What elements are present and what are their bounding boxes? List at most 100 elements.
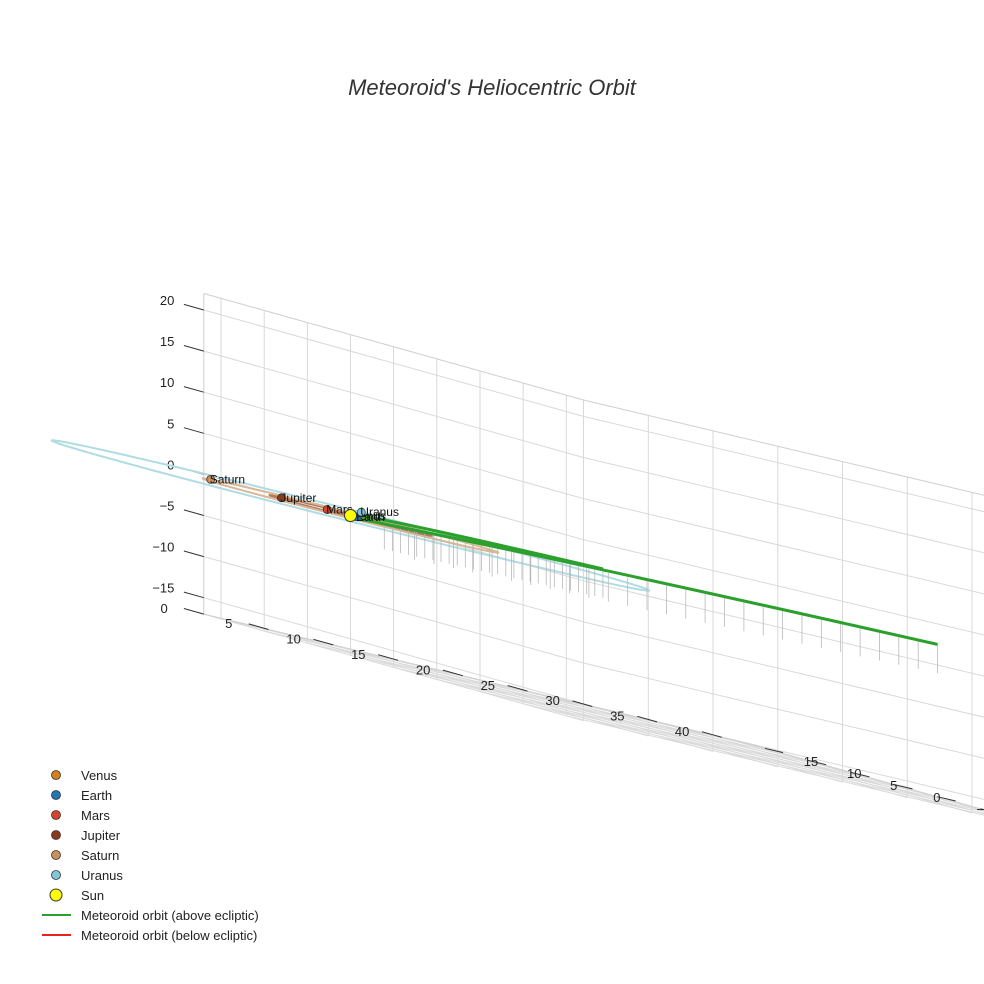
grid-line: [583, 662, 984, 759]
grid-line: [522, 703, 984, 814]
y-tick-mark: [851, 772, 870, 778]
x-tick-mark: [572, 700, 593, 707]
legend-sun-marker: [49, 888, 63, 902]
planet-label-saturn: Saturn: [210, 472, 245, 486]
legend-label: Saturn: [81, 848, 119, 863]
y-tick-mark: [764, 747, 784, 754]
grid-line: [436, 678, 981, 810]
y-tick-label: −5: [976, 802, 984, 817]
grid-line: [203, 432, 584, 541]
axes-grid: [203, 293, 984, 816]
grid-line: [583, 415, 984, 513]
orbit-saturn: [201, 477, 500, 554]
x-tick-mark: [183, 608, 204, 615]
legend-marker: [51, 770, 61, 780]
legend-label: Uranus: [81, 868, 123, 883]
z-tick-mark: [183, 303, 204, 311]
grid-line: [203, 309, 584, 417]
grid-line: [583, 580, 984, 677]
x-tick-mark: [378, 654, 399, 661]
x-tick-label: 0: [160, 601, 167, 616]
z-tick-mark: [183, 591, 204, 599]
y-tick-label: 10: [847, 766, 861, 781]
legend-label: Jupiter: [81, 828, 121, 843]
planet-uranus: [356, 507, 366, 517]
x-tick-label: 40: [675, 724, 689, 739]
grid-line: [583, 621, 984, 718]
grid-line: [203, 597, 584, 705]
planet-label-jupiter: Jupiter: [280, 491, 316, 505]
grid-line: [479, 691, 984, 812]
z-tick-mark: [183, 550, 204, 558]
grid-line: [203, 515, 584, 623]
legend-marker: [51, 790, 61, 800]
z-tick-mark: [183, 345, 204, 352]
box-edge: [203, 613, 748, 744]
x-tick-label: 5: [225, 616, 232, 631]
x-tick-label: 15: [351, 647, 365, 662]
grid-line: [350, 654, 895, 786]
legend: Venus Earth Mars Jupiter Saturn Uranus Sun Mete…: [42, 768, 259, 943]
grid-line: [583, 498, 984, 595]
z-tick-label: 5: [167, 416, 174, 431]
grid-line: [393, 666, 938, 798]
y-tick-label: 0: [933, 790, 940, 805]
legend-label: Venus: [81, 768, 118, 783]
box-edge: [203, 293, 584, 401]
x-tick-mark: [248, 623, 269, 630]
meteoroid-branch-1: [359, 513, 604, 571]
grid-line: [220, 618, 766, 749]
x-tick-mark: [507, 685, 528, 692]
grid-line: [203, 556, 584, 664]
planet-saturn: [206, 474, 216, 484]
x-tick-label: 20: [416, 662, 430, 677]
orbit-uranus: [50, 439, 651, 592]
planet-label-uranus: Uranus: [360, 505, 399, 519]
x-tick-mark: [701, 731, 722, 738]
x-tick-label: 10: [286, 632, 300, 647]
y-tick-mark: [937, 796, 956, 802]
box-edge: [747, 743, 984, 811]
chart-title: Meteoroid's Heliocentric Orbit: [348, 75, 637, 100]
legend-marker: [51, 830, 61, 840]
legend-marker: [51, 810, 61, 820]
legend-label: Earth: [81, 788, 112, 803]
grid-line: [583, 457, 984, 554]
meteoroid-branch-2: [356, 517, 938, 646]
legend-label: Meteoroid orbit (below ecliptic): [81, 928, 257, 943]
grid-line: [583, 539, 984, 636]
planet-mars: [322, 505, 332, 514]
grid-line: [566, 715, 984, 816]
meteoroid-orbit: [356, 513, 938, 674]
z-tick-mark: [183, 509, 204, 516]
planet-jupiter: [276, 493, 286, 503]
x-tick-label: 30: [545, 693, 559, 708]
z-tick-mark: [183, 427, 204, 434]
y-tick-label: 15: [804, 754, 818, 769]
sun-marker: [344, 509, 357, 522]
legend-label: Mars: [81, 808, 110, 823]
z-tick-label: 15: [160, 334, 174, 349]
y-tick-mark: [807, 759, 827, 766]
z-tick-label: −5: [160, 499, 175, 514]
z-tick-label: 10: [160, 375, 174, 390]
box-edge: [583, 399, 984, 496]
y-tick-label: 5: [890, 778, 897, 793]
y-tick-mark: [894, 784, 913, 790]
x-tick-label: 25: [481, 678, 495, 693]
grid-line: [203, 350, 584, 458]
axis-ticks: 0510152025303540−25−20−15−10−5051015−15−…: [152, 293, 984, 817]
z-tick-label: −10: [152, 540, 174, 555]
legend-label: Meteoroid orbit (above ecliptic): [81, 908, 259, 923]
x-tick-mark: [442, 669, 463, 677]
z-tick-label: −15: [152, 581, 174, 596]
grid-line: [203, 391, 584, 500]
legend-label: Sun: [81, 888, 104, 903]
grid-line: [307, 642, 852, 773]
z-tick-label: 20: [160, 293, 174, 308]
x-tick-mark: [313, 638, 334, 646]
x-tick-mark: [637, 715, 658, 723]
legend-marker: [51, 850, 61, 860]
